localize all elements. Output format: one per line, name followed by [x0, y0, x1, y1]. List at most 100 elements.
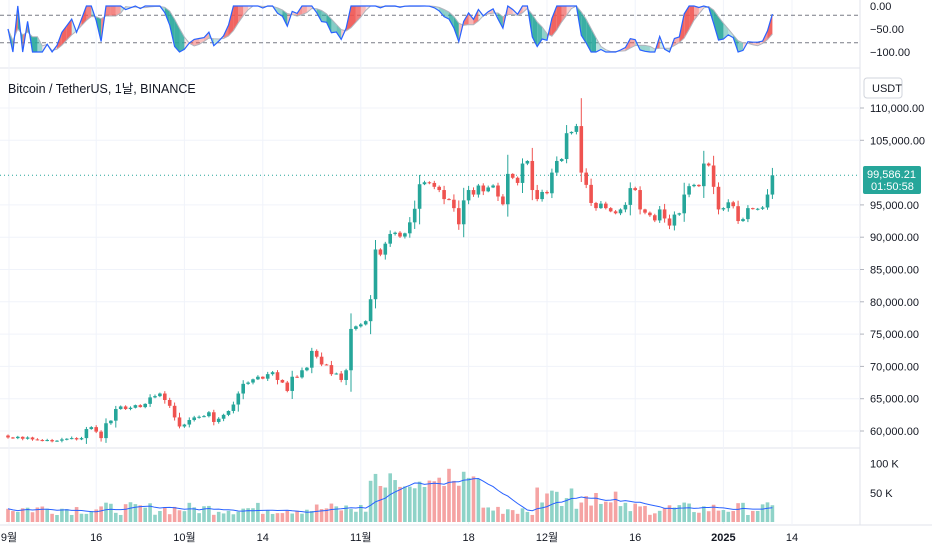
volume-bar	[349, 509, 353, 522]
volume-bar	[422, 486, 427, 522]
candle-body	[388, 233, 392, 244]
candle-body	[452, 199, 456, 209]
volume-bar	[6, 508, 10, 522]
candle-body	[510, 173, 515, 178]
volume-bar	[589, 505, 593, 522]
oscillator-fill	[32, 36, 38, 52]
volume-bar	[682, 502, 686, 522]
volume-bar	[452, 480, 456, 522]
volume-bar	[564, 498, 569, 522]
candle-body	[667, 218, 672, 226]
oscillator-fill	[106, 6, 111, 17]
oscillator-fill	[542, 26, 547, 41]
volume-bar	[427, 480, 432, 522]
oscillator-fill	[336, 24, 342, 40]
candle-body	[339, 373, 343, 380]
oscillator-fill	[694, 6, 699, 21]
candle-body	[628, 188, 633, 205]
candle-body	[466, 190, 471, 201]
candle-body	[40, 440, 45, 442]
volume-bar	[461, 471, 466, 522]
volume-bar	[721, 510, 726, 522]
candle-body	[305, 367, 309, 371]
candle-body	[290, 376, 294, 391]
volume-bar	[736, 503, 740, 522]
volume-bar	[128, 502, 133, 522]
candle-body	[403, 233, 407, 237]
time-tick-label: 14	[257, 532, 269, 544]
volume-bar	[118, 514, 123, 522]
volume-bar	[226, 510, 231, 522]
volume-bar	[25, 507, 30, 522]
volume-bar	[221, 513, 226, 522]
volume-bar	[207, 505, 211, 522]
volume-bar	[114, 512, 118, 522]
candle-body	[118, 406, 123, 410]
volume-bar	[648, 514, 652, 522]
volume-bar	[359, 504, 363, 522]
oscillator-fill	[331, 19, 337, 33]
volume-bar	[579, 502, 584, 522]
time-tick-label: 10월	[173, 531, 195, 544]
oscillator-fill	[351, 6, 356, 28]
volume-bar	[275, 513, 280, 522]
volume-bar	[594, 492, 598, 522]
candle-body	[574, 126, 579, 132]
oscillator-fill	[199, 37, 204, 45]
volume-bar	[633, 503, 637, 522]
candle-body	[702, 163, 706, 187]
candle-body	[457, 208, 461, 225]
candle-body	[241, 383, 245, 394]
candle-body	[295, 376, 299, 378]
volume-bar	[751, 510, 755, 522]
candle-body	[344, 370, 348, 380]
candle-body	[486, 187, 490, 192]
volume-bar	[148, 503, 152, 522]
candle-body	[506, 173, 510, 205]
price-tick-label: 75,000.00	[870, 329, 919, 341]
candle-body	[60, 439, 64, 441]
candle-body	[182, 424, 187, 427]
candle-body	[368, 299, 373, 322]
volume-bar	[290, 513, 294, 522]
candle-body	[251, 379, 255, 383]
candle-body	[579, 126, 584, 173]
candle-body	[202, 416, 206, 418]
volume-bar	[246, 508, 250, 522]
candle-body	[138, 405, 143, 408]
volume-bar	[702, 506, 706, 522]
volume-bar	[30, 512, 35, 522]
oscillator-fill	[561, 6, 567, 22]
volume-bar	[192, 507, 196, 522]
volume-bar	[55, 514, 59, 522]
volume-bar	[344, 505, 348, 522]
oscillator-fill	[684, 6, 690, 39]
volume-bar	[638, 506, 642, 522]
candle-body	[682, 194, 686, 214]
oscillator-fill	[449, 12, 454, 28]
candle-body	[564, 133, 569, 160]
candle-body	[285, 382, 290, 391]
volume-bar	[535, 487, 539, 522]
candle-body	[74, 438, 79, 440]
time-tick-label: 16	[90, 532, 102, 544]
candle-body	[662, 209, 667, 219]
volume-bar	[212, 514, 216, 522]
volume-bar	[202, 506, 206, 522]
candle-body	[265, 374, 270, 379]
candle-body	[599, 203, 603, 209]
candle-body	[65, 438, 69, 440]
candle-body	[25, 437, 30, 439]
candle-body	[35, 439, 40, 441]
candle-body	[643, 209, 647, 213]
candle-body	[275, 372, 280, 380]
candle-body	[319, 356, 324, 365]
oscillator-fill	[591, 28, 596, 52]
candle-body	[393, 232, 397, 234]
volume-bar	[692, 512, 696, 522]
candle-body	[746, 208, 750, 220]
volume-bar	[74, 507, 79, 522]
volume-bar	[94, 509, 98, 522]
currency-button[interactable]: USDT	[863, 77, 903, 99]
